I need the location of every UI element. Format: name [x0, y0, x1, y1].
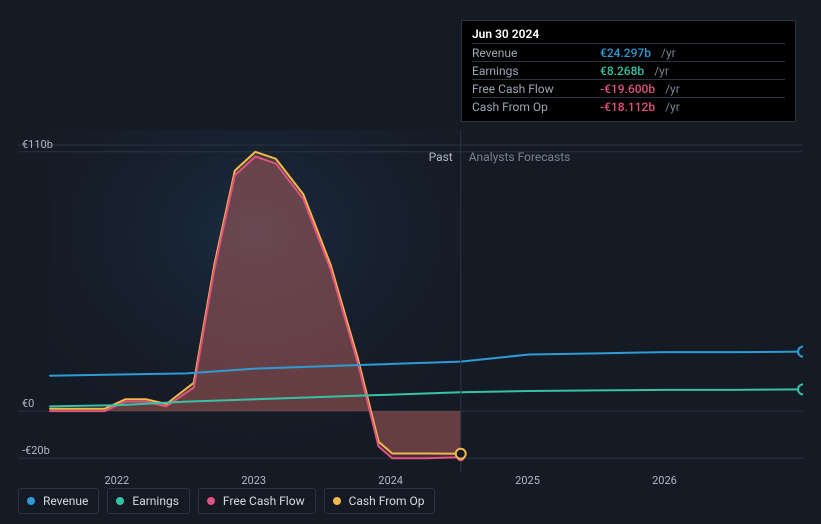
tooltip-row-unit: /yr — [665, 82, 680, 96]
y-tick-label: €110b — [22, 138, 53, 151]
legend-dot-icon — [207, 497, 215, 505]
tooltip-row: Cash From Op -€18.112b/yr — [472, 97, 785, 115]
tooltip-row-label: Cash From Op — [472, 100, 592, 114]
legend-item-fcf[interactable]: Free Cash Flow — [198, 488, 316, 514]
legend-item-label: Earnings — [132, 494, 179, 508]
tooltip-row: Free Cash Flow -€19.600b/yr — [472, 79, 785, 97]
legend-item-revenue[interactable]: Revenue — [18, 488, 99, 514]
tooltip: Jun 30 2024 Revenue €24.297b/yr Earnings €8… — [461, 20, 796, 122]
section-label-forecast: Analysts Forecasts — [469, 150, 571, 164]
tooltip-row-unit: /yr — [665, 100, 680, 114]
tooltip-row-label: Free Cash Flow — [472, 82, 592, 96]
legend-dot-icon — [27, 497, 35, 505]
legend-item-label: Free Cash Flow — [223, 494, 305, 508]
x-tick-label: 2026 — [652, 474, 677, 487]
legend-item-cfo[interactable]: Cash From Op — [324, 488, 436, 514]
section-label-past: Past — [429, 150, 453, 164]
y-tick-label: €0 — [22, 397, 34, 410]
legend-item-label: Revenue — [43, 494, 88, 508]
x-tick-label: 2022 — [104, 474, 129, 487]
tooltip-row-value: €24.297b — [600, 46, 651, 60]
legend-dot-icon — [333, 497, 341, 505]
tooltip-title: Jun 30 2024 — [472, 27, 785, 43]
x-tick-label: 2023 — [241, 474, 266, 487]
tooltip-row-value: -€19.600b — [600, 82, 655, 96]
legend: Revenue Earnings Free Cash Flow Cash From O… — [18, 488, 435, 514]
tooltip-row: Revenue €24.297b/yr — [472, 43, 785, 61]
legend-dot-icon — [116, 497, 124, 505]
x-tick-label: 2025 — [515, 474, 540, 487]
tooltip-row-label: Revenue — [472, 46, 592, 60]
legend-item-label: Cash From Op — [349, 494, 425, 508]
tooltip-row-value: -€18.112b — [600, 100, 655, 114]
x-tick-label: 2024 — [378, 474, 403, 487]
chart-container: Jun 30 2024 Revenue €24.297b/yr Earnings €8… — [18, 10, 803, 514]
y-tick-label: -€20b — [22, 444, 50, 457]
tooltip-row-unit: /yr — [661, 46, 676, 60]
tooltip-row-value: €8.268b — [600, 64, 644, 78]
tooltip-row-label: Earnings — [472, 64, 592, 78]
tooltip-row-unit: /yr — [654, 64, 669, 78]
tooltip-row: Earnings €8.268b/yr — [472, 61, 785, 79]
legend-item-earnings[interactable]: Earnings — [107, 488, 190, 514]
